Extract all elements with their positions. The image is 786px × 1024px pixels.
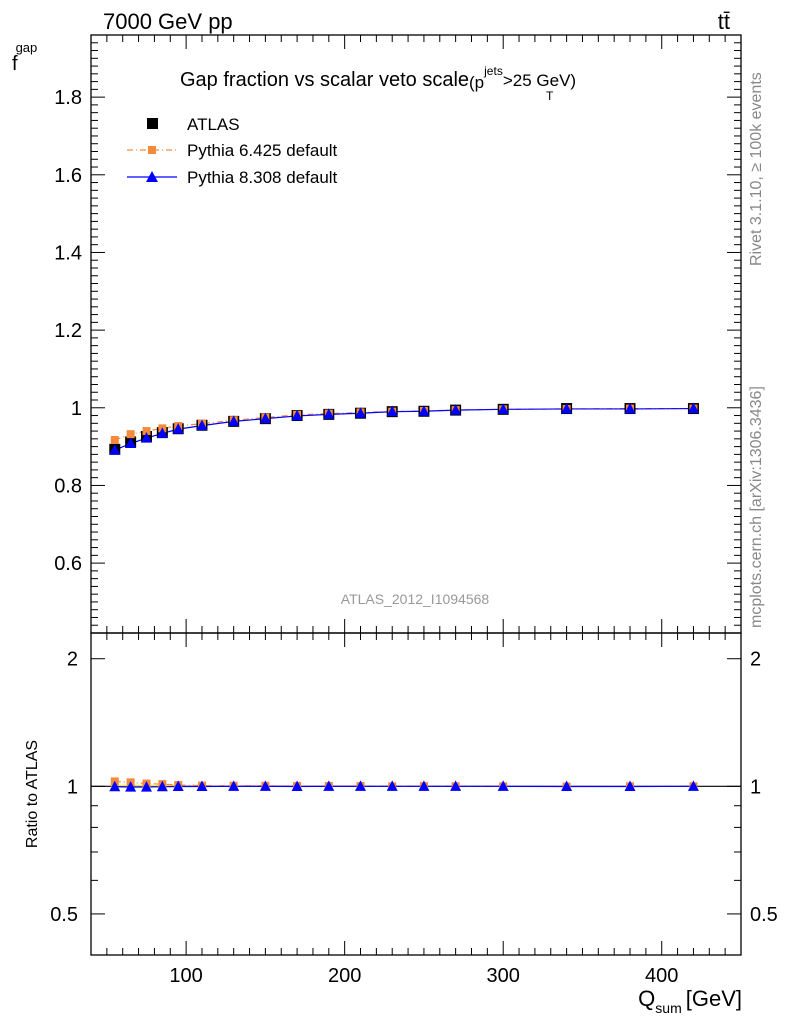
x-tick-label: 100 bbox=[169, 965, 202, 987]
legend-label-atlas: ATLAS bbox=[187, 115, 240, 134]
pythia8-point bbox=[140, 432, 152, 443]
pythia6-point bbox=[142, 427, 151, 436]
legend-marker-pythia8 bbox=[146, 171, 158, 182]
pythia8-ratio-point bbox=[140, 781, 152, 792]
legend: ATLAS Pythia 6.425 default Pythia 8.308 … bbox=[127, 115, 338, 187]
pythia8-ratio-point bbox=[109, 780, 121, 792]
pythia8-ratio-point bbox=[196, 780, 208, 792]
pythia8-ratio-point bbox=[156, 780, 168, 792]
y-axis-label: fgap bbox=[12, 40, 37, 75]
analysis-id: ATLAS_2012_I1094568 bbox=[341, 591, 490, 607]
tick-labels: 100 200 300 400 0.6 0.8 1 1.2 1.4 1.6 1.8 0.5 0.5 1 1 2… bbox=[50, 87, 778, 987]
pythia6-line bbox=[114, 407, 694, 441]
pythia8-ratio-point bbox=[259, 780, 271, 791]
legend-label-pythia8: Pythia 8.308 default bbox=[187, 168, 338, 187]
y-tick-label: 1 bbox=[71, 398, 82, 420]
pythia8-ratio-point bbox=[386, 780, 398, 791]
pythia6-point bbox=[126, 430, 135, 439]
pythia6-point bbox=[110, 436, 119, 445]
pythia8-point bbox=[497, 403, 509, 414]
pythia8-point bbox=[172, 423, 184, 434]
pythia8-ratio-point bbox=[497, 780, 509, 791]
pythia8-ratio-point bbox=[355, 780, 367, 791]
y-tick-label: 1.2 bbox=[54, 320, 82, 342]
pythia8-point bbox=[259, 412, 271, 424]
pythia8-ratio-point bbox=[323, 780, 335, 791]
energy-label: 7000 GeV pp bbox=[103, 9, 233, 34]
pythia8-point bbox=[323, 408, 335, 419]
pythia8-point bbox=[624, 402, 636, 414]
ratio-y-axis-label: Ratio to ATLAS bbox=[24, 740, 41, 848]
pythia8-point bbox=[386, 405, 398, 417]
ratio-y-tick-label-left: 1 bbox=[67, 776, 78, 798]
chart-title-cut-sup: jets bbox=[483, 64, 503, 78]
pythia8-point bbox=[109, 444, 121, 455]
x-axis-label-unit: [GeV] bbox=[686, 986, 742, 1011]
y-axis-label-sub: gap bbox=[16, 40, 38, 55]
chart-title-cut-sub: T bbox=[546, 89, 554, 103]
legend-label-pythia6: Pythia 6.425 default bbox=[187, 141, 338, 160]
y-tick-label: 0.8 bbox=[54, 475, 82, 497]
pythia8-ratio-point bbox=[172, 780, 184, 792]
pythia8-point bbox=[291, 409, 303, 421]
pythia8-ratio-point bbox=[624, 780, 636, 792]
x-tick-label: 400 bbox=[645, 965, 678, 987]
y-tick-label: 1.8 bbox=[54, 87, 82, 109]
pythia8-point bbox=[156, 427, 168, 438]
y-tick-label: 0.6 bbox=[54, 553, 82, 575]
pythia8-point bbox=[196, 419, 208, 431]
pythia8-point bbox=[355, 407, 367, 418]
ratio-y-tick-label-right: 2 bbox=[750, 649, 761, 671]
chart-title: Gap fraction vs scalar veto scale(pjets>… bbox=[180, 64, 576, 92]
y-tick-label: 1.6 bbox=[54, 165, 82, 187]
pythia8-point bbox=[561, 402, 573, 414]
rivet-version-label: Rivet 3.1.10, ≥ 100k events bbox=[748, 72, 765, 266]
chart-title-cut: (p bbox=[469, 73, 484, 92]
ratio-plot-frame bbox=[90, 632, 742, 956]
pythia8-ratio-point bbox=[687, 780, 699, 791]
series-layer bbox=[91, 402, 741, 792]
chart-title-main: Gap fraction vs scalar veto scale bbox=[180, 69, 469, 91]
pythia8-point bbox=[125, 437, 137, 449]
pythia8-point bbox=[450, 404, 462, 415]
ratio-y-tick-label-right: 1 bbox=[750, 776, 761, 798]
pythia8-ratio-point bbox=[125, 781, 137, 792]
pythia8-point bbox=[228, 415, 240, 426]
y-tick-label: 1.4 bbox=[54, 242, 82, 264]
axis-ticks bbox=[91, 35, 741, 956]
pythia8-point bbox=[418, 405, 430, 416]
ratio-y-tick-label-left: 2 bbox=[67, 649, 78, 671]
legend-marker-pythia6 bbox=[148, 146, 156, 154]
x-tick-label: 300 bbox=[487, 965, 520, 987]
x-tick-label: 200 bbox=[328, 965, 361, 987]
x-axis-label-sub: sum bbox=[655, 1000, 681, 1016]
pythia8-ratio-point bbox=[418, 780, 430, 791]
x-axis-label: Qsum [GeV] bbox=[638, 986, 742, 1016]
ratio-y-tick-label-right: 0.5 bbox=[750, 904, 778, 926]
chart-title-cut-tail: >25 GeV) bbox=[503, 71, 576, 90]
ratio-y-tick-label-left: 0.5 bbox=[50, 904, 78, 926]
legend-marker-atlas bbox=[147, 118, 158, 129]
pythia8-ratio-point bbox=[450, 780, 462, 791]
y-axis-label-main: f bbox=[12, 53, 18, 75]
pythia8-ratio-point bbox=[291, 780, 303, 792]
pythia8-ratio-point bbox=[228, 780, 240, 791]
process-label: tt̄ bbox=[718, 9, 730, 34]
x-axis-label-main: Q bbox=[638, 986, 655, 1011]
pythia8-point bbox=[687, 402, 699, 414]
pythia8-ratio-point bbox=[561, 780, 573, 792]
mcplots-citation-label: mcplots.cern.ch [arXiv:1306.3436] bbox=[748, 386, 765, 628]
